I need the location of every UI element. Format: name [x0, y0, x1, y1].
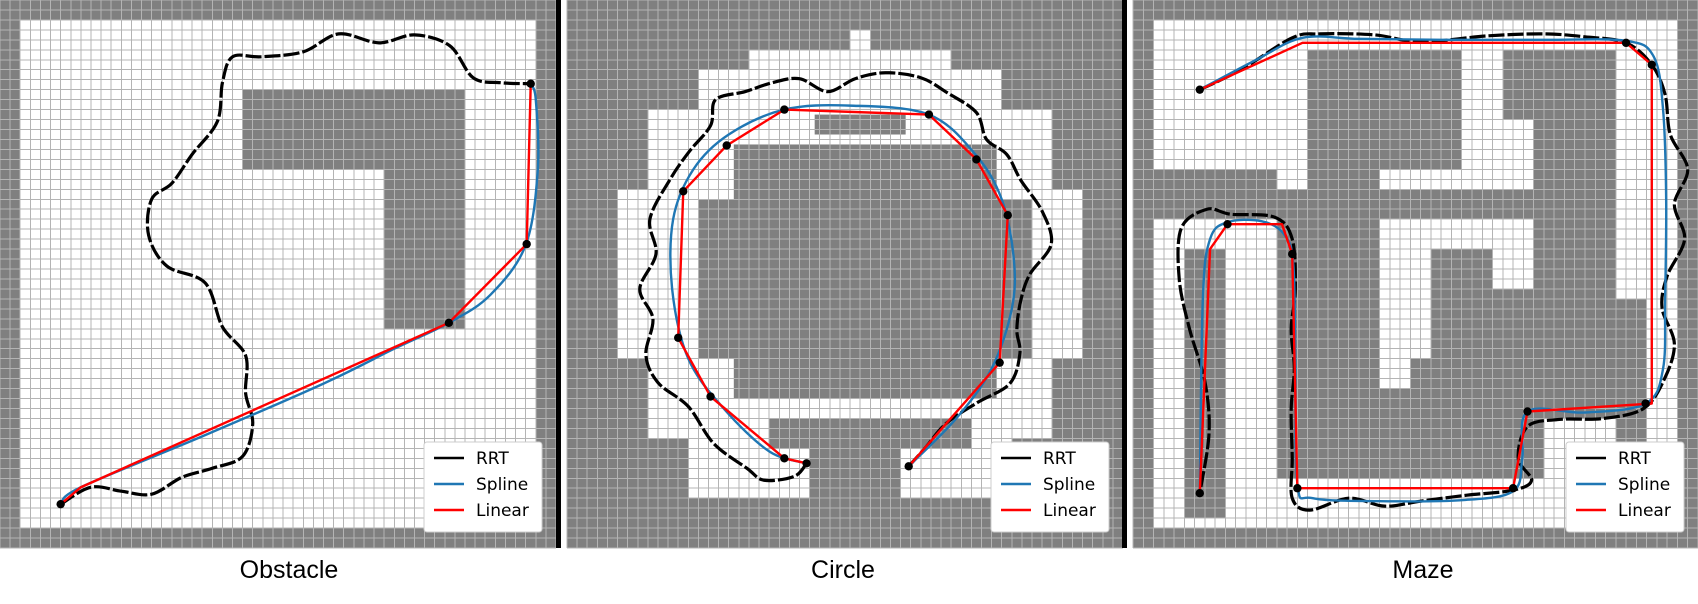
waypoint-marker	[1195, 489, 1204, 498]
waypoint-marker	[56, 499, 65, 509]
obstacle-region	[1379, 189, 1555, 220]
legend-label-spline: Spline	[1043, 475, 1095, 495]
waypoint-marker	[924, 110, 934, 119]
waypoint-marker	[522, 239, 531, 249]
obstacle-region	[1502, 49, 1616, 120]
waypoint-marker	[706, 392, 715, 401]
waypoint-marker	[780, 105, 789, 114]
waypoint-marker	[1621, 38, 1631, 48]
waypoint-marker	[1003, 211, 1012, 220]
legend-label-rrt: RRT	[1043, 449, 1076, 469]
waypoint-marker	[972, 155, 981, 164]
waypoint-marker	[1293, 484, 1302, 493]
legend: RRT Spline Linear	[1565, 441, 1685, 533]
waypoint-marker	[1647, 60, 1656, 69]
caption-circle: Circle	[811, 556, 875, 584]
panel-circle: RRT Spline Linear	[566, 0, 1124, 549]
waypoint-marker	[1195, 85, 1204, 94]
waypoint-marker	[679, 187, 688, 196]
grid-lines	[0, 0, 557, 549]
waypoint-marker	[1523, 407, 1532, 416]
grid-lines	[566, 0, 1124, 549]
legend-label-rrt: RRT	[476, 449, 509, 469]
waypoint-marker	[1641, 399, 1650, 408]
panel-obstacle: RRT Spline Linear	[0, 0, 557, 549]
rrt-path	[59, 32, 531, 506]
waypoint-marker	[802, 459, 811, 468]
rrt-path	[1176, 32, 1690, 512]
legend: RRT Spline Linear	[990, 441, 1110, 533]
waypoint-marker	[674, 333, 683, 342]
rrt-path	[638, 71, 1054, 483]
legend-label-linear: Linear	[1618, 501, 1671, 521]
caption-obstacle: Obstacle	[239, 556, 339, 584]
panel-maze: RRT Spline Linear	[1132, 0, 1698, 549]
waypoint-marker	[1508, 484, 1518, 493]
legend-label-spline: Spline	[476, 475, 528, 495]
caption-maze: Maze	[1392, 556, 1454, 584]
waypoint-marker	[904, 462, 913, 471]
legend: RRT Spline Linear	[423, 441, 543, 533]
waypoint-marker	[1223, 219, 1232, 229]
waypoint-marker	[1288, 249, 1297, 259]
waypoint-marker	[526, 79, 535, 88]
legend-label-spline: Spline	[1618, 475, 1670, 495]
waypoint-marker	[722, 141, 731, 150]
waypoint-marker	[444, 318, 454, 328]
waypoint-marker	[995, 358, 1004, 367]
legend-label-linear: Linear	[476, 501, 529, 521]
legend-label-rrt: RRT	[1618, 449, 1651, 469]
spline-path	[669, 104, 1017, 468]
panel-separator-right	[1122, 0, 1127, 548]
panel-separator-left	[556, 0, 561, 548]
waypoint-marker	[780, 454, 789, 463]
grid-lines	[1132, 0, 1698, 549]
legend-label-linear: Linear	[1043, 501, 1096, 521]
linear-path	[677, 108, 1009, 468]
